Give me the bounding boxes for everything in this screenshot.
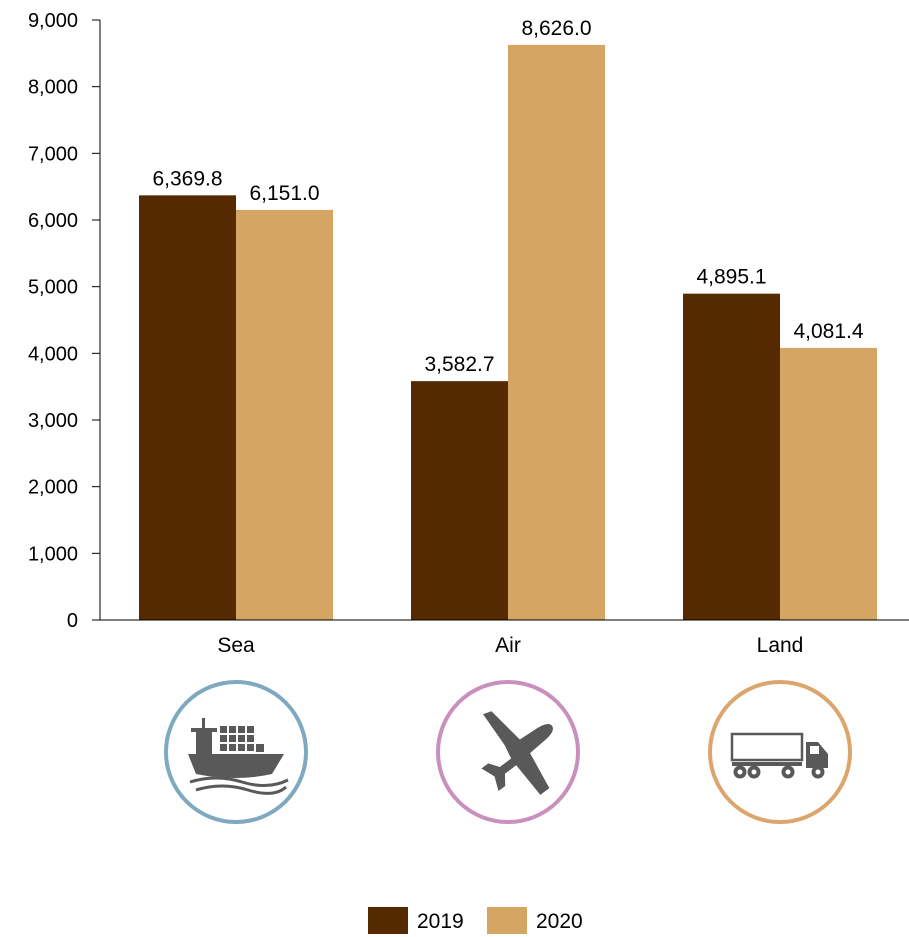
data-label-land-2019: 4,895.1: [696, 266, 766, 289]
data-label-air-2019: 3,582.7: [424, 353, 494, 376]
truck-hub: [815, 769, 821, 775]
bar-land-2019: [683, 293, 780, 620]
ship-container: [229, 744, 236, 751]
truck-chassis: [732, 762, 802, 766]
truck-hub: [785, 769, 791, 775]
data-labels: 6,369.8 6,151.0 3,582.7 8,626.0 4,895.1 4,081…: [152, 17, 863, 376]
y-tick-label: 4,000: [28, 343, 78, 365]
y-tick-label: 9,000: [28, 10, 78, 32]
y-tick-label: 6,000: [28, 210, 78, 232]
ship-container: [229, 735, 236, 742]
ship-container: [238, 744, 245, 751]
ship-container: [247, 744, 254, 751]
y-axis: 0 1,000 2,000 3,000 4,000 5,000 6,000 7,000 8,00…: [28, 10, 101, 632]
ship-hull: [188, 754, 284, 778]
airplane-icon: [436, 680, 580, 824]
ship-bridge: [196, 730, 212, 754]
ship-mast: [202, 718, 205, 729]
ship-container: [247, 735, 254, 742]
y-tick-label: 3,000: [28, 410, 78, 432]
ship-bridge-top: [191, 728, 217, 732]
legend: 2019 2020: [368, 907, 583, 934]
bars: [139, 44, 877, 620]
bar-sea-2019: [139, 195, 236, 620]
ship-wave: [189, 776, 289, 787]
x-axis: Sea Air Land: [100, 619, 909, 657]
truck-hub: [751, 769, 757, 775]
bar-air-2020: [508, 44, 605, 620]
ship-container: [247, 726, 254, 733]
y-tick-label: 5,000: [28, 277, 78, 299]
y-tick-label: 1,000: [28, 543, 78, 565]
ship-wave: [195, 784, 288, 795]
ship-container: [220, 735, 227, 742]
data-label-sea-2019: 6,369.8: [152, 167, 222, 190]
data-label-air-2020: 8,626.0: [521, 17, 591, 40]
category-label-sea: Sea: [217, 634, 255, 657]
truck-window: [810, 746, 819, 754]
ship-container: [229, 726, 236, 733]
legend-swatch-2020: [487, 907, 527, 934]
y-tick-label: 2,000: [28, 477, 78, 499]
bar-land-2020: [780, 347, 877, 620]
bar-air-2019: [411, 381, 508, 620]
y-tick-label: 7,000: [28, 143, 78, 165]
data-label-land-2020: 4,081.4: [793, 320, 863, 343]
truck-hub: [737, 769, 743, 775]
ship-container: [238, 726, 245, 733]
ship-container: [238, 735, 245, 742]
legend-swatch-2019: [368, 907, 408, 934]
bar-sea-2020: [236, 209, 333, 620]
data-label-sea-2020: 6,151.0: [249, 182, 319, 205]
legend-label-2019: 2019: [417, 910, 464, 933]
category-icons: [164, 680, 852, 824]
ship-container: [220, 726, 227, 733]
ship-container: [220, 744, 227, 751]
ship-container: [256, 744, 264, 752]
icon-ring: [164, 680, 308, 824]
truck-trailer: [730, 732, 804, 762]
category-label-land: Land: [757, 634, 804, 657]
airplane-shape: [481, 711, 553, 795]
truck-icon: [708, 680, 852, 824]
legend-label-2020: 2020: [536, 910, 583, 933]
y-tick-label: 8,000: [28, 77, 78, 99]
ship-icon: [164, 680, 308, 824]
category-label-air: Air: [495, 634, 521, 657]
y-tick-label: 0: [67, 610, 78, 632]
